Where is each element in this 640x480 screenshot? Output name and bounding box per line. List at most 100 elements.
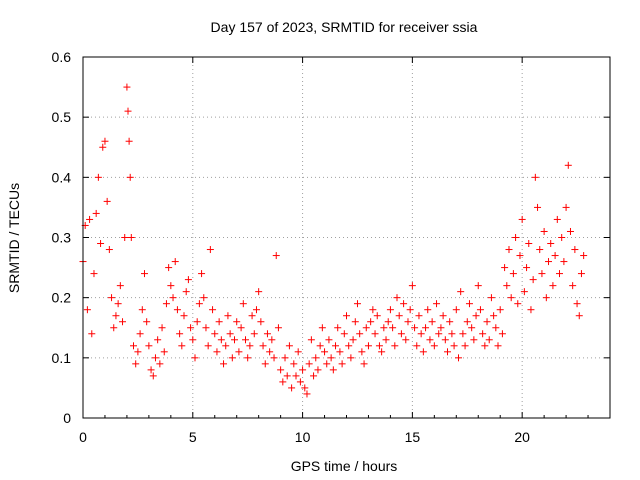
data-point bbox=[213, 348, 221, 356]
data-point bbox=[516, 252, 524, 260]
y-tick-label: 0.3 bbox=[52, 230, 72, 246]
data-point bbox=[173, 306, 181, 314]
data-point bbox=[215, 318, 223, 326]
data-point bbox=[371, 330, 379, 338]
data-point bbox=[358, 348, 366, 356]
data-point bbox=[147, 366, 155, 374]
data-point bbox=[279, 378, 287, 386]
y-tick-label: 0.4 bbox=[52, 169, 72, 185]
data-point bbox=[415, 312, 423, 320]
data-point bbox=[329, 366, 337, 374]
data-point bbox=[312, 354, 320, 362]
data-point bbox=[575, 312, 583, 320]
data-point bbox=[485, 336, 493, 344]
data-point bbox=[518, 215, 526, 223]
data-point bbox=[134, 348, 142, 356]
data-point bbox=[283, 372, 291, 380]
data-point bbox=[116, 282, 124, 290]
data-point bbox=[257, 318, 265, 326]
data-point bbox=[126, 173, 134, 181]
y-tick-label: 0 bbox=[63, 410, 71, 426]
data-point bbox=[250, 330, 258, 338]
data-point bbox=[483, 318, 491, 326]
data-point bbox=[375, 342, 383, 350]
data-point bbox=[226, 330, 234, 338]
data-point bbox=[356, 330, 364, 338]
data-point bbox=[454, 354, 462, 362]
data-point bbox=[323, 360, 331, 368]
data-point bbox=[294, 348, 302, 356]
data-point bbox=[110, 324, 118, 332]
data-point bbox=[577, 270, 585, 278]
data-point bbox=[138, 306, 146, 314]
data-point bbox=[86, 215, 94, 223]
data-point bbox=[318, 324, 326, 332]
data-point bbox=[191, 354, 199, 362]
data-point bbox=[382, 336, 390, 344]
data-point bbox=[384, 318, 392, 326]
data-point bbox=[171, 258, 179, 266]
data-point bbox=[151, 354, 159, 362]
data-point bbox=[411, 324, 419, 332]
data-point bbox=[419, 348, 427, 356]
data-point bbox=[476, 306, 484, 314]
data-point bbox=[204, 342, 212, 350]
data-point bbox=[468, 324, 476, 332]
data-point bbox=[193, 318, 201, 326]
data-point bbox=[439, 312, 447, 320]
data-point bbox=[94, 173, 102, 181]
data-point bbox=[509, 270, 517, 278]
data-point bbox=[285, 342, 293, 350]
data-point bbox=[444, 348, 452, 356]
data-point bbox=[580, 252, 588, 260]
data-point bbox=[334, 324, 342, 332]
data-point bbox=[222, 342, 230, 350]
data-point bbox=[496, 306, 504, 314]
data-point bbox=[569, 282, 577, 290]
data-point bbox=[487, 294, 495, 302]
data-point bbox=[362, 324, 370, 332]
y-tick-label: 0.5 bbox=[52, 109, 72, 125]
data-point bbox=[389, 324, 397, 332]
data-point bbox=[187, 324, 195, 332]
data-point bbox=[178, 342, 186, 350]
data-point bbox=[531, 173, 539, 181]
x-tick-label: 15 bbox=[405, 429, 421, 445]
data-point bbox=[529, 276, 537, 284]
data-point bbox=[224, 312, 232, 320]
data-point bbox=[351, 318, 359, 326]
data-point bbox=[103, 197, 111, 205]
data-point bbox=[406, 306, 414, 314]
data-point bbox=[162, 300, 170, 308]
data-point bbox=[305, 360, 313, 368]
data-point bbox=[288, 384, 296, 392]
data-point bbox=[408, 282, 416, 290]
data-point bbox=[145, 342, 153, 350]
data-point bbox=[523, 264, 531, 272]
data-point bbox=[422, 324, 430, 332]
data-point bbox=[327, 354, 335, 362]
x-tick-label: 0 bbox=[79, 429, 87, 445]
data-point bbox=[112, 312, 120, 320]
data-point bbox=[547, 240, 555, 248]
data-point bbox=[268, 336, 276, 344]
data-point bbox=[136, 330, 144, 338]
data-point bbox=[244, 354, 252, 362]
data-point bbox=[123, 83, 131, 91]
y-tick-label: 0.6 bbox=[52, 49, 72, 65]
data-point bbox=[490, 312, 498, 320]
data-point bbox=[349, 336, 357, 344]
data-point bbox=[92, 209, 100, 217]
data-point bbox=[246, 342, 254, 350]
data-point bbox=[158, 324, 166, 332]
data-point bbox=[124, 107, 132, 115]
data-point bbox=[169, 294, 177, 302]
data-point bbox=[345, 342, 353, 350]
data-point bbox=[307, 336, 315, 344]
data-point bbox=[424, 306, 432, 314]
data-point bbox=[494, 342, 502, 350]
data-point bbox=[239, 300, 247, 308]
data-point bbox=[501, 264, 509, 272]
data-point bbox=[270, 354, 278, 362]
